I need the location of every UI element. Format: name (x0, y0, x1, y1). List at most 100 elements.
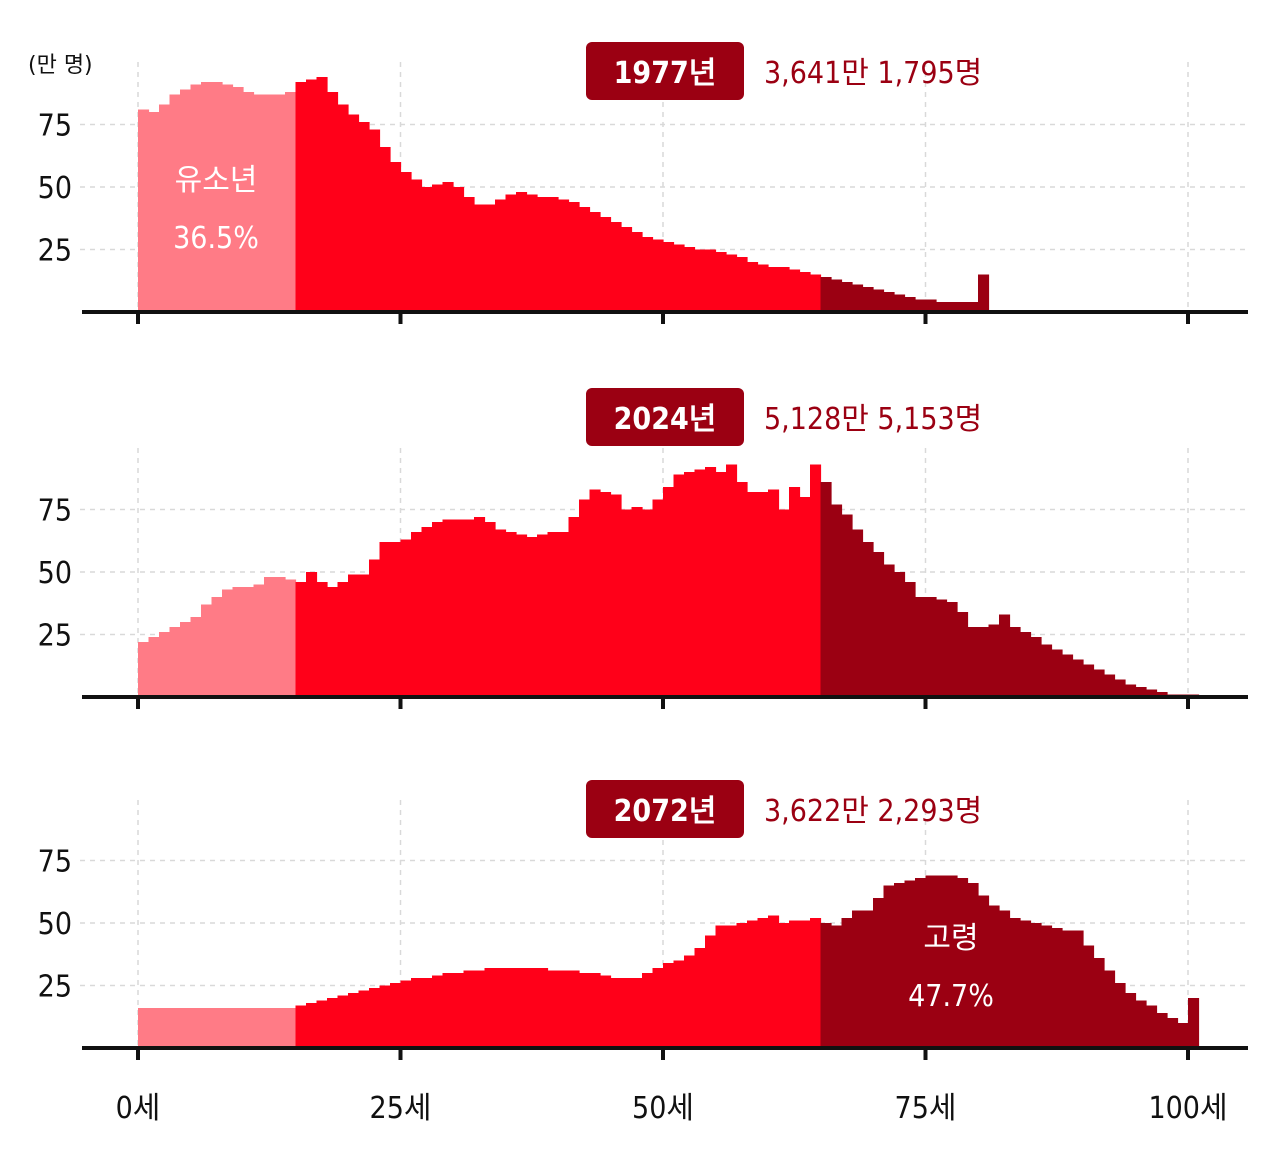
bar-age-48 (642, 237, 654, 312)
bar-age-46 (621, 227, 633, 312)
bar-age-22 (369, 129, 381, 312)
bar-age-37 (526, 968, 538, 1048)
bar-age-53 (694, 469, 706, 697)
bar-age-64 (810, 464, 822, 697)
bar-age-11 (253, 584, 265, 697)
bar-age-28 (432, 975, 444, 1048)
bar-age-73 (904, 297, 916, 312)
bar-age-35 (505, 194, 517, 312)
bar-age-17 (316, 582, 328, 697)
bar-age-21 (358, 122, 370, 312)
bar-age-70 (873, 289, 885, 312)
bar-age-4 (180, 622, 192, 697)
bar-age-61 (778, 923, 790, 1048)
bar-age-58 (747, 920, 759, 1048)
bar-age-49 (652, 239, 664, 312)
bar-age-62 (789, 487, 801, 697)
bar-age-19 (337, 582, 349, 697)
y-tick-label: 75 (38, 845, 72, 880)
bar-age-53 (694, 948, 706, 1048)
bar-age-56 (726, 925, 738, 1048)
bar-age-38 (537, 197, 549, 312)
bar-age-71 (883, 292, 895, 312)
bar-age-70 (873, 898, 885, 1048)
bar-age-16 (306, 1003, 318, 1048)
bar-age-24 (390, 542, 402, 697)
bar-age-72 (894, 883, 906, 1048)
bar-age-20 (348, 574, 360, 697)
bar-age-60 (768, 915, 780, 1048)
bar-age-25 (400, 980, 412, 1048)
bar-age-33 (484, 968, 496, 1048)
bar-age-4 (180, 1008, 192, 1048)
bar-age-32 (474, 517, 486, 697)
bar-age-64 (810, 274, 822, 312)
bar-age-45 (610, 494, 622, 697)
bar-age-18 (327, 587, 339, 697)
y-tick-label: 25 (38, 234, 72, 269)
bar-age-64 (810, 918, 822, 1048)
bar-age-23 (379, 147, 391, 312)
bar-age-28 (432, 184, 444, 312)
bar-age-61 (778, 267, 790, 312)
bar-age-42 (579, 499, 591, 697)
bar-age-20 (348, 114, 360, 312)
bar-age-71 (883, 564, 895, 697)
bar-age-26 (411, 179, 423, 312)
bar-age-95 (1135, 1000, 1147, 1048)
population-total: 5,128만 5,153명 (764, 402, 982, 437)
bar-age-10 (243, 587, 255, 697)
bar-age-6 (201, 1008, 213, 1048)
unit-label: (만 명) (28, 53, 93, 78)
bar-age-56 (726, 254, 738, 312)
bar-age-74 (915, 597, 927, 697)
y-tick-label: 75 (38, 494, 72, 529)
panel-1: 25 50 75 2024년 5,128만 5,153명 (38, 388, 1248, 709)
bar-age-79 (967, 883, 979, 1048)
bar-age-98 (1167, 1018, 1179, 1048)
bar-age-46 (621, 978, 633, 1048)
bar-age-80 (978, 274, 990, 312)
bar-age-54 (705, 467, 717, 697)
bar-age-87 (1051, 928, 1063, 1048)
inner-label-percent: 47.7% (908, 979, 994, 1014)
bar-age-43 (589, 489, 601, 697)
bar-age-19 (337, 995, 349, 1048)
bar-age-88 (1062, 930, 1074, 1048)
bar-age-29 (442, 973, 454, 1048)
bar-age-39 (547, 532, 559, 697)
bar-age-76 (936, 875, 948, 1048)
bar-age-3 (169, 1008, 181, 1048)
bar-age-54 (705, 935, 717, 1048)
bar-age-12 (264, 94, 276, 312)
bar-age-0 (138, 1008, 150, 1048)
bar-age-59 (757, 918, 769, 1048)
bars-2072년 (138, 875, 1200, 1048)
bar-age-63 (799, 272, 811, 312)
bar-age-7 (211, 1008, 223, 1048)
bar-age-30 (453, 973, 465, 1048)
bar-age-62 (789, 269, 801, 312)
bar-age-55 (715, 472, 727, 697)
bar-age-41 (568, 202, 580, 312)
bars-1977년 (138, 77, 990, 312)
bar-age-15 (295, 82, 307, 312)
bar-age-66 (831, 925, 843, 1048)
bar-age-83 (1009, 627, 1021, 697)
bar-age-54 (705, 249, 717, 312)
bar-age-57 (736, 923, 748, 1048)
bar-age-14 (285, 579, 297, 697)
bar-age-65 (820, 277, 832, 312)
bar-age-51 (673, 474, 685, 697)
bar-age-8 (222, 84, 234, 312)
bar-age-18 (327, 998, 339, 1048)
bar-age-35 (505, 532, 517, 697)
bar-age-50 (663, 487, 675, 697)
bar-age-22 (369, 559, 381, 697)
bar-age-23 (379, 542, 391, 697)
bar-age-52 (684, 955, 696, 1048)
bar-age-99 (1177, 1023, 1189, 1048)
bar-age-47 (631, 507, 643, 697)
bar-age-59 (757, 492, 769, 697)
bar-age-7 (211, 597, 223, 697)
